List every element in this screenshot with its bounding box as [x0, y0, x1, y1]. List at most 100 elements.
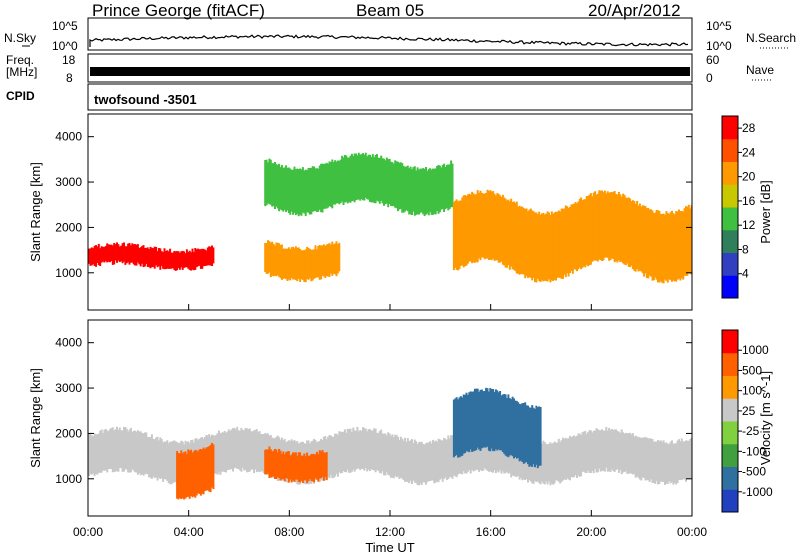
scatter-cell: [211, 442, 213, 488]
scatter-cell: [313, 454, 316, 483]
scatter-cell: [434, 168, 437, 215]
scatter-cell: [321, 245, 324, 276]
scatter-cell: [321, 450, 324, 477]
scatter-cell: [486, 388, 489, 447]
x-tick-label: 16:00: [476, 525, 506, 539]
nsky-tick-bottom: 10^0: [52, 39, 78, 53]
scatter-cell: [374, 154, 377, 204]
y-tick-label: 2000: [55, 220, 82, 234]
scatter-cell: [641, 205, 644, 274]
scatter-cell: [331, 436, 334, 479]
scatter-cell: [454, 200, 457, 268]
scatter-cell: [381, 158, 384, 204]
scatter-cell: [170, 252, 173, 269]
scatter-cell: [409, 440, 412, 481]
scatter-cell: [297, 247, 300, 279]
colorbar-swatch: [722, 330, 738, 354]
scatter-cell: [129, 427, 132, 473]
scatter-cell: [346, 157, 349, 204]
scatter-cell: [591, 196, 594, 262]
scatter-cell: [384, 160, 387, 205]
velocity-axes: 1000 2000 3000 4000: [55, 336, 693, 516]
scatter-cell: [422, 444, 425, 483]
scatter-cell: [299, 452, 302, 483]
scatter-cell: [332, 162, 335, 205]
scatter-cell: [385, 435, 388, 473]
scatter-cell: [552, 213, 555, 281]
colorbar-swatch: [722, 489, 738, 513]
scatter-cell: [602, 430, 605, 472]
scatter-cell: [475, 194, 478, 262]
scatter-cell: [582, 431, 585, 472]
scatter-cell: [461, 197, 464, 266]
scatter-cell: [411, 169, 413, 215]
scatter-cell: [139, 247, 142, 267]
scatter-cell: [169, 441, 172, 485]
scatter-cell: [589, 430, 592, 473]
scatter-cell: [666, 213, 669, 283]
scatter-cell: [388, 158, 391, 205]
scatter-cell: [520, 404, 522, 461]
scatter-cell: [198, 249, 201, 266]
scatter-cell: [534, 212, 536, 283]
scatter-cell: [278, 243, 281, 277]
scatter-cell: [185, 454, 188, 498]
scatter-cell: [584, 199, 587, 268]
velocity-ylabel: Slant Range [km]: [28, 368, 43, 468]
scatter-cell: [338, 431, 341, 473]
scatter-cell: [173, 440, 176, 483]
scatter-cell: [190, 252, 193, 271]
scatter-cell: [125, 428, 128, 470]
scatter-cell: [296, 168, 299, 214]
scatter-cell: [425, 443, 427, 485]
nsky-trace: [89, 34, 689, 47]
scatter-cell: [647, 207, 650, 279]
scatter-cell: [423, 168, 426, 217]
power-colorbar-label: Power [dB]: [758, 180, 773, 244]
scatter-cell: [430, 443, 433, 481]
scatter-cell: [174, 251, 177, 271]
scatter-cell: [142, 433, 145, 476]
scatter-cell: [283, 248, 286, 279]
scatter-cell: [472, 391, 475, 452]
scatter-cell: [473, 194, 476, 263]
scatter-cell: [596, 193, 599, 262]
scatter-cell: [268, 446, 271, 478]
freq-band: [90, 67, 690, 76]
scatter-cell: [480, 429, 483, 471]
scatter-cell: [280, 165, 283, 211]
scatter-cell: [581, 432, 584, 472]
colorbar-tick-label: 25: [742, 404, 756, 418]
scatter-cell: [355, 431, 357, 470]
scatter-cell: [226, 431, 229, 470]
scatter-cell: [623, 433, 626, 473]
scatter-cell: [416, 167, 419, 215]
scatter-cell: [546, 444, 549, 485]
scatter-cell: [585, 434, 588, 473]
scatter-cell: [556, 442, 559, 481]
scatter-cell: [294, 169, 297, 216]
y-tick-label: 1000: [55, 266, 82, 280]
x-tick-label: 12:00: [375, 525, 405, 539]
scatter-cell: [634, 203, 637, 272]
scatter-cell: [223, 431, 226, 472]
scatter-cell: [279, 450, 282, 481]
scatter-cell: [187, 251, 190, 269]
scatter-cell: [447, 164, 450, 211]
scatter-cell: [652, 213, 655, 281]
scatter-cell: [289, 455, 292, 480]
scatter-cell: [571, 204, 574, 274]
cpid-frame: [87, 83, 693, 111]
scatter-cell: [345, 432, 348, 473]
scatter-cell: [261, 434, 264, 472]
scatter-cell: [529, 208, 532, 278]
scatter-cell: [275, 164, 278, 207]
scatter-cell: [113, 430, 116, 473]
scatter-cell: [462, 195, 465, 268]
scatter-cell: [314, 454, 317, 479]
scatter-cell: [260, 434, 262, 472]
scatter-cell: [181, 250, 184, 270]
scatter-cell: [359, 154, 362, 201]
scatter-cell: [357, 152, 360, 200]
